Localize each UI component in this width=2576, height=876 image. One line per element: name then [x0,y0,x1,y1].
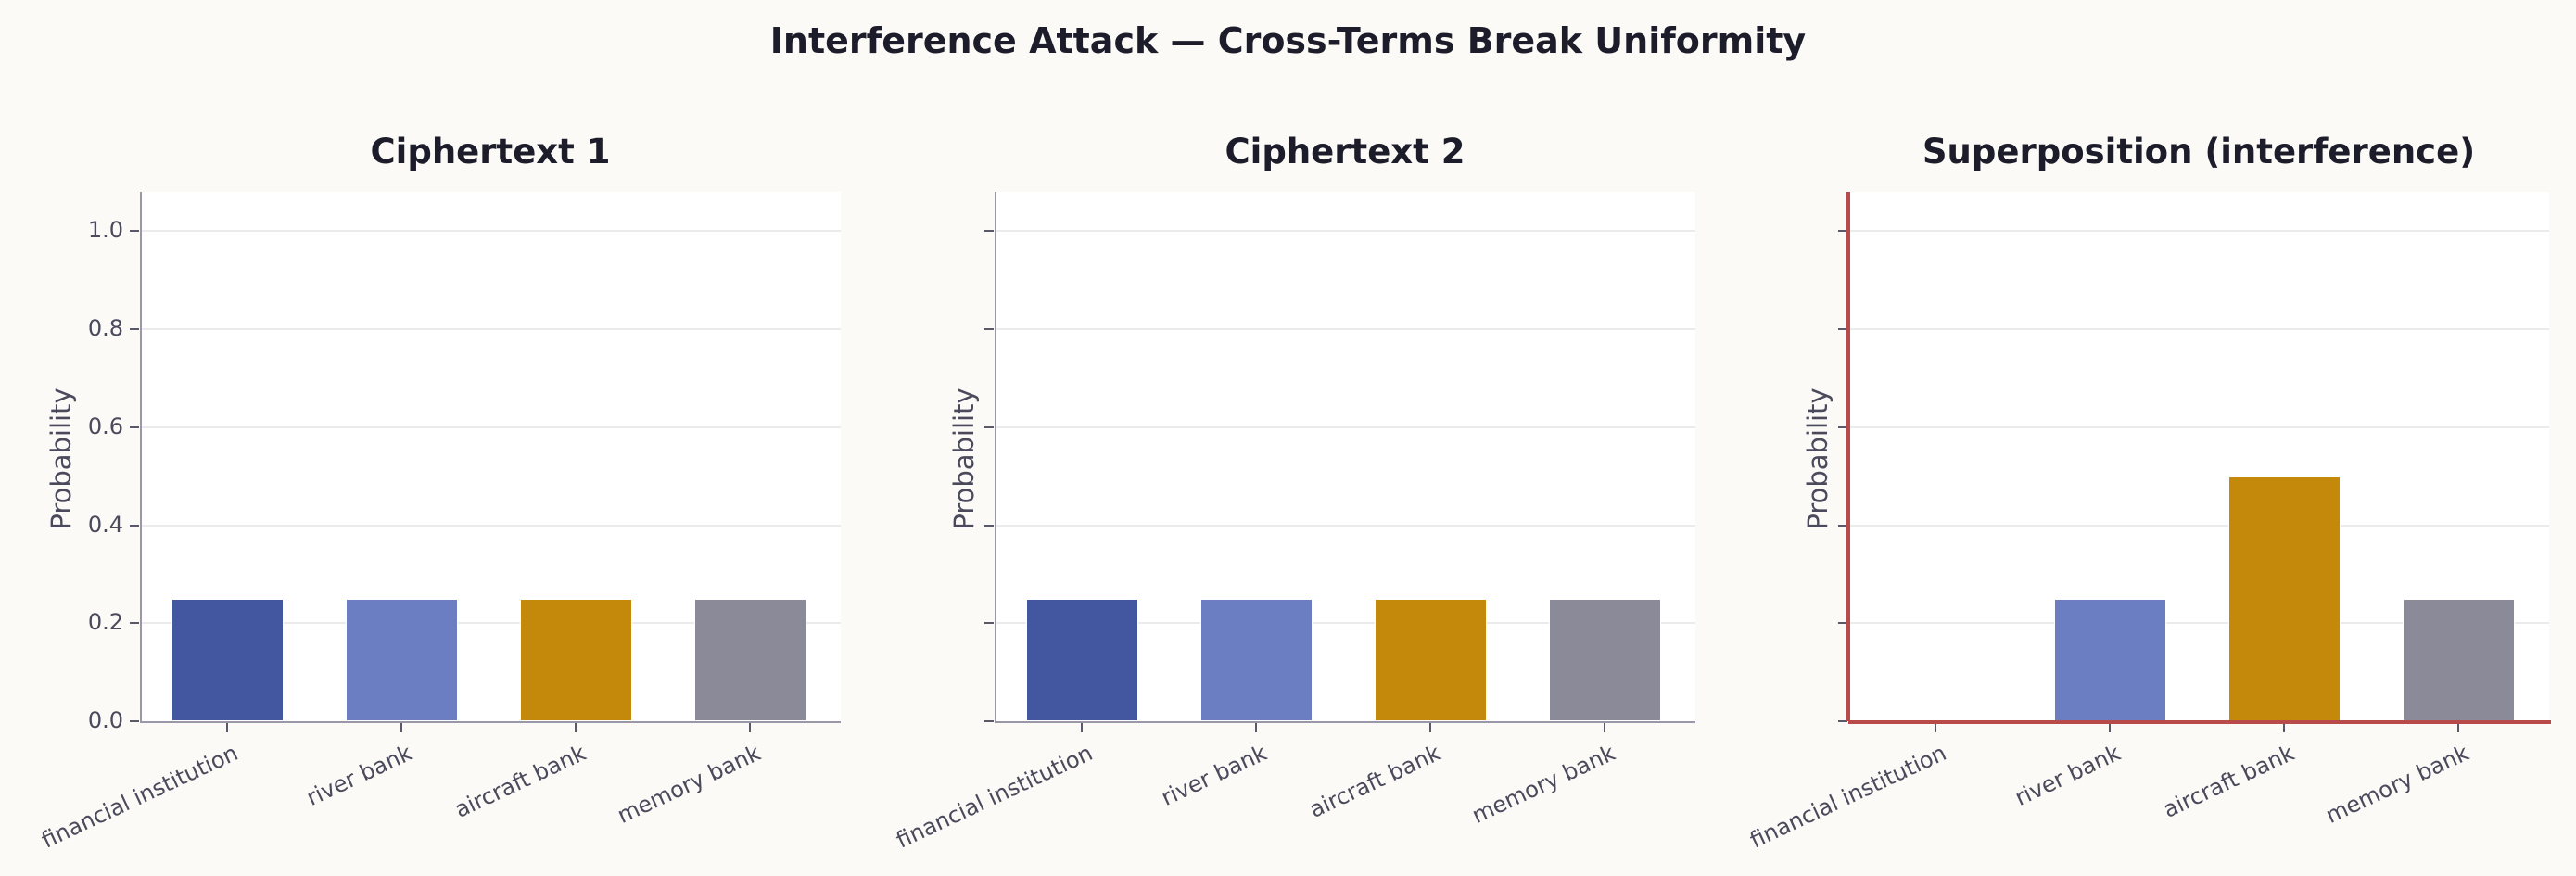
gridline [1850,524,2549,527]
y-tick [984,230,994,233]
plot-area: financial institution river bank aircraft … [892,192,1695,854]
gridline [1850,230,2549,233]
plot-area: 0.0 0.2 0.4 0.6 0.8 1.0 financial institution r… [37,192,841,854]
x-tick-label: aircraft bank [1305,740,1445,823]
bar-financial-institution [171,598,284,721]
x-tick [2457,723,2459,732]
bar-financial-institution [1026,598,1138,721]
gridline [996,230,1695,233]
y-tick [130,328,139,331]
x-tick-label: financial institution [1745,740,1950,854]
bar-river-bank [346,598,458,721]
y-tick-label: 0.6 [87,413,123,439]
x-tick-label: financial institution [37,740,242,854]
x-tick-label: river bank [302,740,416,811]
gridline [996,622,1695,625]
gridline [996,425,1695,428]
y-tick [1838,425,1847,428]
x-tick-label: financial institution [892,740,1097,854]
x-tick [1935,723,1936,732]
y-axis-label: Probability [948,387,980,530]
x-tick [2283,723,2285,732]
x-tick [1429,723,1431,732]
y-axis-spine [140,192,142,721]
x-axis-spine [995,721,1695,723]
y-tick [984,622,994,625]
gridline [1850,328,2549,331]
x-tick-label: memory bank [1467,740,1619,829]
x-tick [400,723,402,732]
y-axis-spine [1846,192,1850,721]
y-tick [130,720,139,722]
figure-title: Interference Attack — Cross-Terms Break … [769,20,1807,61]
y-axis-label: Probability [1802,387,1834,530]
x-axis-spine [140,721,841,723]
gridline [142,328,841,331]
y-tick [1838,524,1847,527]
y-tick [1838,328,1847,331]
y-tick [130,230,139,233]
y-tick [130,622,139,625]
gridline [142,524,841,527]
bar-aircraft-bank [2228,476,2341,721]
panel-title: Ciphertext 2 [1225,132,1466,171]
y-tick-label: 0.2 [87,609,123,636]
panel-title: Ciphertext 1 [370,132,611,171]
x-tick-label: river bank [2011,740,2125,811]
x-tick [575,723,577,732]
bar-memory-bank [2403,598,2515,721]
bar-river-bank [2054,598,2166,721]
y-tick-label: 0.0 [87,707,123,733]
panel-title: Superposition (interference) [1922,132,2476,171]
y-tick-label: 0.8 [87,315,123,342]
gridline [1850,622,2549,625]
bar-aircraft-bank [520,598,632,721]
bar-aircraft-bank [1375,598,1487,721]
y-tick [984,425,994,428]
gridline [142,425,841,428]
gridline [1850,425,2549,428]
x-tick-label: river bank [1157,740,1271,811]
y-tick [1838,230,1847,233]
x-tick [749,723,751,732]
bar-memory-bank [1549,598,1661,721]
y-tick [1838,622,1847,625]
x-tick [1604,723,1605,732]
y-tick-label: 0.4 [87,511,123,538]
y-tick [130,425,139,428]
x-tick [2109,723,2111,732]
bar-river-bank [1200,598,1313,721]
x-tick-label: aircraft bank [2159,740,2299,823]
gridline [996,524,1695,527]
x-tick [226,723,228,732]
x-axis-spine [1848,720,2551,724]
x-tick [1255,723,1257,732]
x-tick-label: memory bank [613,740,765,829]
y-axis-spine [995,192,996,721]
y-tick [984,524,994,527]
x-tick-label: memory bank [2321,740,2473,829]
y-tick-label: 1.0 [87,217,123,244]
y-tick [984,328,994,331]
plot-area: financial institution river bank aircraft … [1745,192,2551,854]
x-tick-label: aircraft bank [450,740,590,823]
gridline [142,230,841,233]
y-tick [1838,720,1847,722]
gridline [996,328,1695,331]
y-tick [984,720,994,722]
x-tick [1081,723,1083,732]
gridline [142,622,841,625]
bar-memory-bank [694,598,806,721]
y-tick [130,524,139,527]
